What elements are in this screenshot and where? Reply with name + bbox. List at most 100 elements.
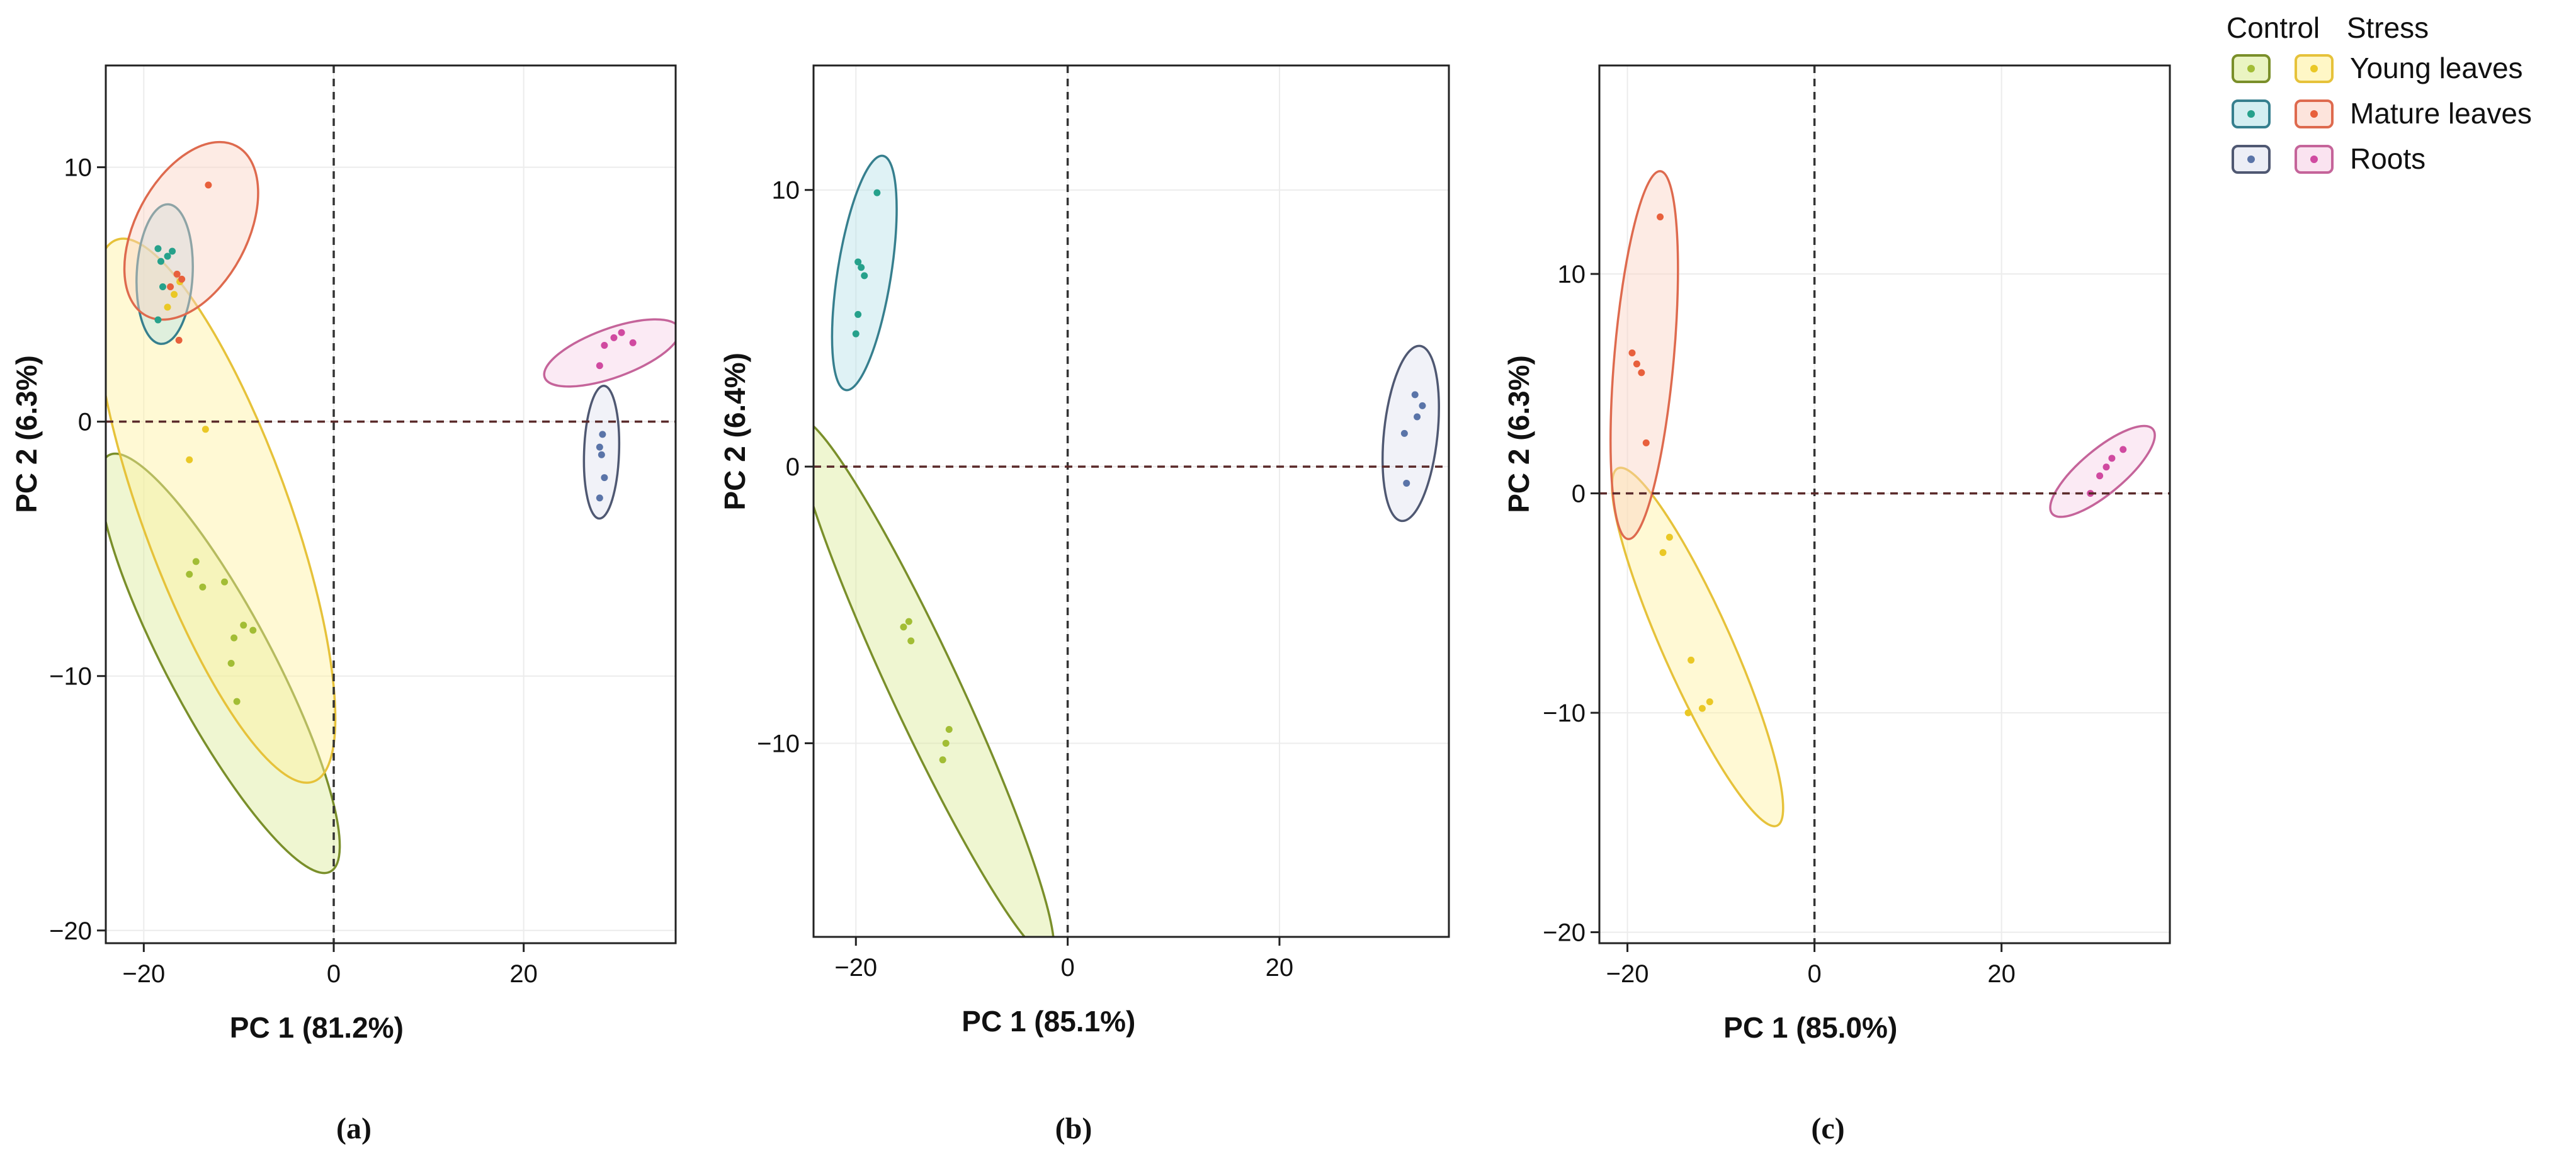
data-point-mature-control	[154, 245, 162, 252]
data-point-mature-stress	[175, 336, 183, 344]
data-point-roots-control	[601, 474, 608, 482]
data-point-roots-control	[598, 451, 605, 458]
x-axis-label: PC 1 (81.2%)	[230, 1011, 404, 1044]
legend-key-dot-mature-stress	[2310, 110, 2318, 118]
panel-caption: (c)	[1811, 1112, 1844, 1145]
data-point-roots-control	[1419, 402, 1426, 409]
y-tick-label: 0	[78, 409, 92, 436]
data-point-mature-control	[159, 283, 166, 291]
data-point-roots-control	[1411, 391, 1419, 399]
x-axis-label: PC 1 (85.1%)	[962, 1005, 1135, 1038]
data-point-roots-control	[1414, 413, 1421, 421]
data-point-roots-control	[1403, 479, 1410, 487]
data-point-young-stress	[1706, 698, 1713, 706]
data-point-young-control	[240, 621, 247, 629]
confidence-ellipse-mature-control	[135, 203, 194, 345]
data-point-mature-stress	[178, 275, 186, 283]
confidence-ellipse-young-stress	[106, 237, 337, 784]
data-point-young-control	[227, 660, 235, 667]
data-point-young-control	[945, 725, 953, 733]
data-point-young-control	[230, 634, 238, 642]
data-point-young-control	[199, 583, 207, 591]
plot-frame	[1598, 64, 2171, 944]
x-tick-label: 20	[1987, 960, 2016, 988]
x-tick-label: 0	[1807, 960, 1821, 988]
data-point-young-control	[221, 578, 229, 586]
legend-key-dot-roots-stress	[2310, 156, 2318, 163]
data-point-mature-control	[861, 272, 868, 280]
chart-panel-c: −20 0 20 10 0 −10 −20 PC 1 (85.0%) PC 2 (6.3%) (c…	[1502, 64, 2171, 1145]
confidence-ellipse-young-control	[814, 417, 1055, 937]
data-point-roots-stress	[2119, 446, 2127, 453]
legend: Control Stress Young leaves Mature leaves Ro…	[2227, 11, 2532, 175]
data-point-young-control	[186, 570, 193, 578]
chart-panel-b: −20 0 20 10 0 −10 PC 1 (85.1%) PC 2 (6.4%) (b)	[718, 64, 1450, 1145]
data-point-mature-stress	[173, 270, 181, 278]
data-point-young-stress	[201, 426, 209, 433]
confidence-ellipse-roots-stress	[2049, 424, 2156, 518]
data-point-roots-control	[596, 494, 603, 502]
data-point-mature-stress	[1642, 439, 1650, 446]
data-point-young-stress	[1665, 533, 1673, 541]
data-point-mature-stress	[205, 181, 212, 189]
y-axis-label: PC 2 (6.4%)	[718, 353, 751, 511]
x-axis-label: PC 1 (85.0%)	[1723, 1011, 1897, 1044]
y-axis-label: PC 2 (6.3%)	[1502, 355, 1535, 513]
data-point-young-stress	[1684, 709, 1692, 717]
data-point-young-control	[942, 739, 950, 747]
data-point-mature-control	[858, 264, 865, 271]
data-point-mature-stress	[1633, 360, 1640, 368]
x-tick-label: 20	[509, 960, 538, 988]
data-point-roots-stress	[601, 341, 608, 349]
confidence-ellipse-roots-stress	[543, 318, 676, 388]
data-point-mature-control	[169, 247, 176, 255]
x-tick-label: 0	[1060, 954, 1074, 982]
data-point-mature-control	[873, 189, 881, 196]
chart-panel-a: −20 0 20 10 0 −10 −20 PC 1 (81.2%) PC 2 (6.3%) (a…	[10, 64, 677, 1145]
y-tick-label: −20	[1543, 919, 1586, 947]
confidence-ellipse-young-control	[106, 452, 341, 875]
plot-frame	[812, 64, 1450, 938]
data-point-young-stress	[1659, 549, 1667, 557]
legend-label-young: Young leaves	[2350, 52, 2523, 84]
plot-area	[106, 140, 676, 875]
data-point-young-control	[192, 558, 200, 565]
data-point-roots-control	[599, 431, 606, 438]
data-point-mature-control	[154, 316, 162, 324]
confidence-ellipse-roots-control	[1381, 344, 1440, 523]
plot-frame	[105, 64, 677, 944]
data-point-young-control	[905, 618, 912, 625]
legend-key-dot-roots-control	[2247, 156, 2255, 163]
data-point-roots-stress	[2102, 463, 2110, 471]
data-point-mature-stress	[1628, 349, 1636, 357]
y-tick-label: 0	[1572, 480, 1586, 508]
confidence-ellipse-mature-stress	[123, 140, 259, 321]
y-tick-label: −10	[757, 730, 800, 757]
data-point-mature-control	[164, 252, 171, 260]
x-tick-label: −20	[122, 960, 165, 988]
legend-header-control: Control	[2227, 11, 2320, 44]
legend-header-stress: Stress	[2347, 11, 2429, 44]
data-point-young-stress	[1688, 656, 1695, 664]
y-tick-label: −20	[49, 917, 92, 945]
data-point-roots-control	[1400, 429, 1408, 437]
data-point-mature-control	[854, 310, 862, 318]
data-point-mature-control	[157, 258, 164, 265]
data-point-roots-stress	[618, 329, 625, 336]
y-tick-label: −10	[49, 663, 92, 691]
data-point-roots-stress	[596, 362, 603, 370]
confidence-ellipse-young-stress	[1611, 467, 1784, 827]
x-tick-label: −20	[834, 954, 877, 982]
legend-key-dot-mature-control	[2247, 110, 2255, 118]
data-point-young-stress	[164, 303, 171, 311]
legend-label-mature: Mature leaves	[2350, 97, 2532, 130]
y-tick-label: 10	[1558, 261, 1586, 288]
data-point-young-stress	[1698, 705, 1706, 712]
data-point-young-control	[249, 626, 257, 634]
legend-key-dot-young-control	[2247, 65, 2255, 72]
data-point-roots-control	[596, 443, 603, 451]
y-tick-label: −10	[1543, 700, 1586, 727]
data-point-mature-stress	[1638, 369, 1645, 377]
plot-area	[814, 154, 1440, 937]
